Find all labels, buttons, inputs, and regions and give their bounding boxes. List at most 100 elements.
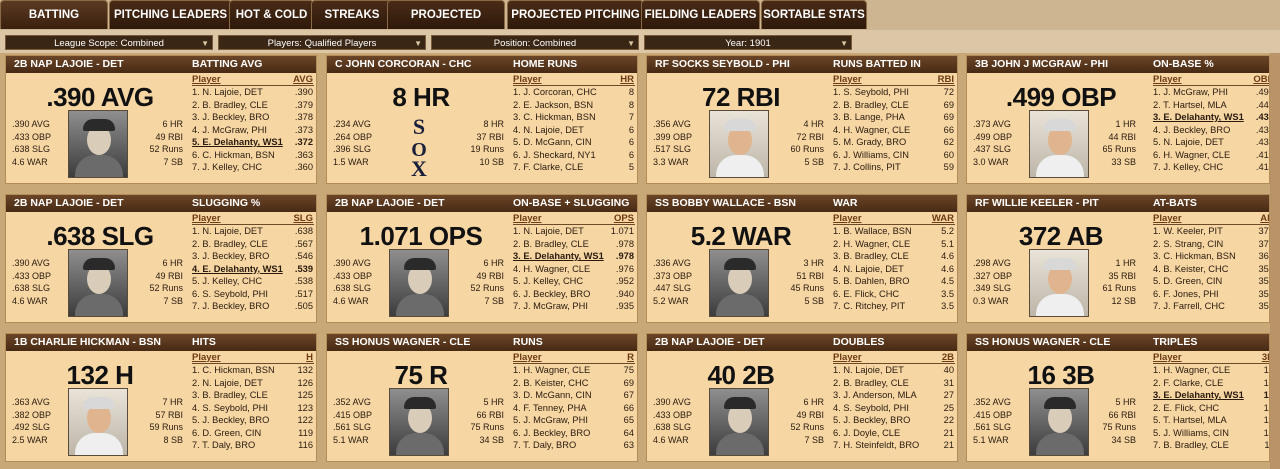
player-link[interactable]: 7. T. Daly, BRO: [513, 440, 577, 450]
filter-dropdown[interactable]: League Scope: Combined ▼: [5, 35, 213, 50]
table-row[interactable]: 1. J. McGraw, PHI .499: [1153, 86, 1269, 99]
leader-card[interactable]: 2B NAP LAJOIE - DET BATTING AVG .390 AVG .3…: [5, 55, 317, 184]
player-link[interactable]: 4. N. Lajoie, DET: [513, 124, 584, 135]
player-link[interactable]: 4. J. McGraw, PHI: [192, 124, 267, 135]
player-link[interactable]: 2. B. Bradley, CLE: [513, 238, 589, 249]
player-photo[interactable]: [1029, 110, 1089, 178]
filter-dropdown[interactable]: Players: Qualified Players ▼: [218, 35, 426, 50]
player-link[interactable]: 7. F. Clarke, CLE: [513, 162, 584, 172]
tab-fielding-leaders[interactable]: FIELDING LEADERS: [641, 0, 760, 29]
leader-name[interactable]: RF SOCKS SEYBOLD - PHI: [655, 58, 790, 70]
table-row[interactable]: 6. C. Hickman, BSN .363: [192, 149, 314, 162]
leader-name[interactable]: 2B NAP LAJOIE - DET: [14, 197, 124, 209]
table-row[interactable]: 6. J. Sheckard, NY1 6: [513, 149, 635, 162]
player-photo[interactable]: [68, 110, 128, 178]
player-link[interactable]: 7. T. Daly, BRO: [192, 440, 256, 450]
scrollbar[interactable]: [1270, 53, 1280, 469]
player-link[interactable]: 6. F. Jones, PHI: [1153, 288, 1219, 299]
tab-streaks[interactable]: STREAKS: [311, 0, 393, 29]
column-header-player[interactable]: Player: [513, 352, 542, 363]
leader-card[interactable]: SS BOBBY WALLACE - BSN WAR 5.2 WAR .336 AVG…: [646, 194, 958, 323]
table-row[interactable]: 7. F. Clarke, CLE 5: [513, 161, 635, 174]
column-header-stat[interactable]: R: [627, 352, 634, 363]
player-link[interactable]: 3. J. Anderson, MLA: [833, 390, 917, 400]
table-row[interactable]: 2. B. Bradley, CLE 69: [833, 99, 955, 112]
table-row[interactable]: 6. S. Seybold, PHI .517: [192, 288, 314, 301]
player-link[interactable]: 5. D. McGann, CIN: [513, 137, 592, 147]
player-link[interactable]: 2. S. Strang, CIN: [1153, 238, 1224, 249]
player-link[interactable]: 3. E. Delahanty, WS1: [1153, 112, 1244, 122]
table-row[interactable]: 1. N. Lajoie, DET 40: [833, 364, 955, 377]
player-link[interactable]: 7. J. Kelley, CHC: [192, 162, 263, 172]
player-link[interactable]: 5. J. Beckley, BRO: [192, 415, 270, 425]
table-row[interactable]: 4. J. McGraw, PHI .373: [192, 124, 314, 137]
player-link[interactable]: 5. J. McGraw, PHI: [513, 415, 588, 425]
player-link[interactable]: 4. H. Wagner, CLE: [513, 263, 591, 274]
player-link[interactable]: 2. B. Bradley, CLE: [833, 377, 909, 388]
leader-card[interactable]: 3B JOHN J MCGRAW - PHI ON-BASE % .499 OBP.…: [966, 55, 1270, 184]
table-row[interactable]: 7. T. Daly, BRO 63: [513, 439, 635, 452]
filter-dropdown[interactable]: Year: 1901 ▼: [644, 35, 852, 50]
leader-card[interactable]: RF SOCKS SEYBOLD - PHI RUNS BATTED IN 72 R…: [646, 55, 958, 184]
player-link[interactable]: 1. H. Wagner, CLE: [513, 365, 591, 375]
table-row[interactable]: 2. H. Wagner, CLE 5.1: [833, 238, 955, 251]
table-row[interactable]: 1. N. Lajoie, DET .638: [192, 225, 314, 238]
leader-name[interactable]: 2B NAP LAJOIE - DET: [335, 197, 445, 209]
column-header-stat[interactable]: 3B: [1261, 352, 1269, 363]
player-photo[interactable]: [68, 249, 128, 317]
table-row[interactable]: 1. H. Wagner, CLE 75: [513, 364, 635, 377]
player-link[interactable]: 6. J. Beckley, BRO: [513, 288, 591, 299]
player-photo[interactable]: [709, 388, 769, 456]
table-row[interactable]: 6. H. Wagner, CLE .415: [1153, 149, 1269, 162]
column-header-player[interactable]: Player: [833, 213, 862, 224]
player-link[interactable]: 7. J. McGraw, PHI: [513, 301, 588, 311]
table-row[interactable]: 4. E. Delahanty, WS1 .539: [192, 263, 314, 276]
leader-card[interactable]: 2B NAP LAJOIE - DET SLUGGING % .638 SLG .39…: [5, 194, 317, 323]
player-link[interactable]: 1. B. Wallace, BSN: [833, 226, 912, 236]
table-row[interactable]: 6. J. Beckley, BRO 64: [513, 427, 635, 440]
player-link[interactable]: 7. J. Collins, PIT: [833, 162, 901, 172]
table-row[interactable]: 4. B. Keister, CHC 359: [1153, 263, 1269, 276]
column-header-stat[interactable]: AB: [1260, 213, 1269, 224]
table-row[interactable]: 5. J. Kelley, CHC .952: [513, 275, 635, 288]
player-link[interactable]: 4. B. Keister, CHC: [1153, 263, 1229, 274]
table-row[interactable]: 3. B. Bradley, CLE 4.6: [833, 250, 955, 263]
table-row[interactable]: 7. B. Bradley, CLE 11: [1153, 439, 1269, 452]
player-link[interactable]: 6. J. Doyle, CLE: [833, 427, 901, 438]
player-link[interactable]: 3. C. Hickman, BSN: [1153, 251, 1236, 261]
leader-name[interactable]: SS BOBBY WALLACE - BSN: [655, 197, 796, 209]
player-link[interactable]: 6. E. Flick, CHC: [833, 288, 900, 299]
table-row[interactable]: 2. T. Hartsel, MLA .449: [1153, 99, 1269, 112]
leader-card[interactable]: C JOHN CORCORAN - CHC HOME RUNS 8 HR .234 A…: [326, 55, 638, 184]
column-header-stat[interactable]: OPS: [613, 213, 634, 224]
table-row[interactable]: 3. J. Anderson, MLA 27: [833, 389, 955, 402]
table-row[interactable]: 2. N. Lajoie, DET 126: [192, 377, 314, 390]
table-row[interactable]: 7. J. Beckley, BRO .505: [192, 300, 314, 313]
table-row[interactable]: 5. M. Grady, BRO 62: [833, 136, 955, 149]
table-row[interactable]: 2. B. Bradley, CLE .567: [192, 238, 314, 251]
table-row[interactable]: 3. C. Hickman, BSN 364: [1153, 250, 1269, 263]
column-header-player[interactable]: Player: [513, 213, 542, 224]
column-header-player[interactable]: Player: [1153, 352, 1182, 363]
table-row[interactable]: 7. J. Collins, PIT 59: [833, 161, 955, 174]
table-row[interactable]: 5. T. Hartsel, MLA 12: [1153, 414, 1269, 427]
player-link[interactable]: 2. H. Wagner, CLE: [833, 238, 911, 249]
table-row[interactable]: 2. F. Clarke, CLE 13: [1153, 377, 1269, 390]
player-link[interactable]: 4. S. Seybold, PHI: [833, 402, 909, 413]
table-row[interactable]: 3. C. Hickman, BSN 7: [513, 111, 635, 124]
player-link[interactable]: 2. B. Bradley, CLE: [192, 99, 268, 110]
table-row[interactable]: 3. E. Delahanty, WS1 .978: [513, 250, 635, 263]
player-photo[interactable]: [709, 110, 769, 178]
player-photo[interactable]: [389, 388, 449, 456]
table-row[interactable]: 5. J. Beckley, BRO 122: [192, 414, 314, 427]
leader-name[interactable]: SS HONUS WAGNER - CLE: [335, 336, 471, 348]
tab-batting-leaders[interactable]: BATTING LEADERS: [0, 0, 108, 50]
player-link[interactable]: 1. N. Lajoie, DET: [192, 226, 263, 236]
table-row[interactable]: 7. C. Ritchey, PIT 3.5: [833, 300, 955, 313]
table-row[interactable]: 5. J. Williams, CIN 12: [1153, 427, 1269, 440]
leader-name[interactable]: 2B NAP LAJOIE - DET: [14, 58, 124, 70]
column-header-stat[interactable]: 2B: [941, 352, 954, 363]
player-link[interactable]: 3. B. Lange, PHA: [833, 112, 905, 122]
table-row[interactable]: 3. B. Bradley, CLE 125: [192, 389, 314, 402]
table-row[interactable]: 3. E. Delahanty, WS1 .438: [1153, 111, 1269, 124]
